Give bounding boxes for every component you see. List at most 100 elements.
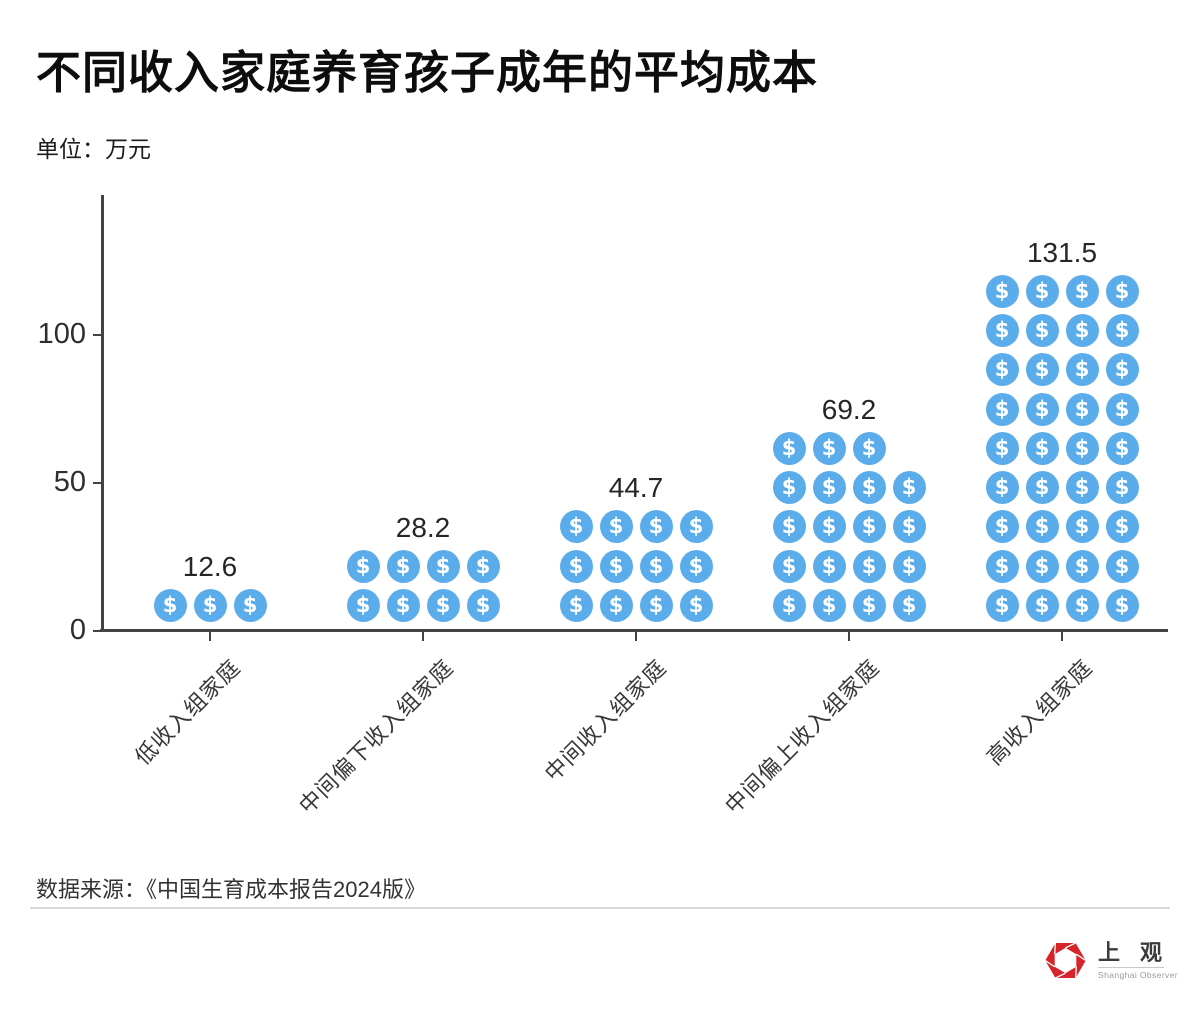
dollar-coin-icon: $ <box>1025 510 1059 544</box>
page-title: 不同收入家庭养育孩子成年的平均成本 <box>36 47 819 98</box>
dollar-coin-icon: $ <box>985 392 1019 426</box>
dollar-coin-icon: $ <box>1105 392 1139 426</box>
x-axis-line <box>100 629 1168 632</box>
brand-subtitle: Shanghai Observer <box>1098 970 1179 980</box>
dollar-coin-icon: $ <box>852 549 886 583</box>
bar-value-label: 28.2 <box>395 511 451 543</box>
dollar-coin-icon: $ <box>1065 392 1099 426</box>
dollar-coin-icon: $ <box>1105 431 1139 465</box>
dollar-coin-icon: $ <box>1025 392 1059 426</box>
dollar-coin-icon: $ <box>812 510 846 544</box>
dollar-coin-icon: $ <box>1105 589 1139 622</box>
dollar-coin-icon: $ <box>1105 471 1139 505</box>
y-axis-tick-mark <box>93 333 101 336</box>
dollar-coin-icon: $ <box>1025 353 1059 387</box>
dollar-coin-icon: $ <box>559 589 593 622</box>
aperture-icon <box>1044 942 1087 979</box>
source-label: 数据来源：《中国生育成本报告2024版》 <box>36 877 426 902</box>
dollar-coin-icon: $ <box>852 589 886 622</box>
dollar-coin-icon: $ <box>1025 431 1059 465</box>
dollar-coin-icon: $ <box>466 549 500 583</box>
dollar-coin-icon: $ <box>1065 313 1099 347</box>
x-axis-tick-mark <box>422 632 424 641</box>
dollar-coin-icon: $ <box>812 431 846 465</box>
dollar-coin-icon: $ <box>772 589 806 622</box>
dollar-coin-icon: $ <box>599 589 633 622</box>
dollar-coin-icon: $ <box>1065 549 1099 583</box>
dollar-coin-icon: $ <box>852 510 886 544</box>
dollar-coin-icon: $ <box>346 549 380 583</box>
dollar-coin-icon: $ <box>1065 431 1099 465</box>
y-axis-tick-mark <box>93 481 101 484</box>
dollar-coin-icon: $ <box>772 510 806 544</box>
brand-logo: 上观 Shanghai Observer <box>1043 938 1182 983</box>
dollar-coin-icon: $ <box>466 589 500 622</box>
dollar-coin-icon: $ <box>426 589 460 622</box>
dollar-coin-icon: $ <box>985 549 1019 583</box>
category-label: 低收入组家庭 <box>129 654 246 770</box>
dollar-coin-icon: $ <box>892 510 926 544</box>
dollar-coin-icon: $ <box>599 510 633 544</box>
dollar-coin-icon: $ <box>559 510 593 544</box>
brand-name: 上观 <box>1098 940 1183 965</box>
dollar-coin-icon: $ <box>772 471 806 505</box>
dollar-coin-icon: $ <box>639 510 673 544</box>
y-axis-tick-label: 100 <box>37 318 86 350</box>
bar-value-label: 131.5 <box>1026 236 1098 268</box>
dollar-coin-icon: $ <box>679 510 713 544</box>
dollar-coin-icon: $ <box>852 431 886 465</box>
category-label: 高收入组家庭 <box>981 654 1098 770</box>
dollar-coin-icon: $ <box>1025 471 1059 505</box>
dollar-coin-icon: $ <box>985 471 1019 505</box>
dollar-coin-icon: $ <box>985 431 1019 465</box>
dollar-coin-icon: $ <box>985 510 1019 544</box>
dollar-coin-icon: $ <box>985 353 1019 387</box>
dollar-coin-icon: $ <box>1065 353 1099 387</box>
brand-divider <box>1098 967 1164 968</box>
y-axis-tick-label: 0 <box>69 614 86 646</box>
dollar-coin-icon: $ <box>1025 549 1059 583</box>
dollar-coin-icon: $ <box>679 549 713 583</box>
dollar-coin-icon: $ <box>559 549 593 583</box>
dollar-coin-icon: $ <box>1105 274 1139 308</box>
dollar-coin-icon: $ <box>426 549 460 583</box>
dollar-coin-icon: $ <box>193 589 227 622</box>
y-axis-tick-mark <box>93 629 101 632</box>
bar-value-label: 44.7 <box>608 472 664 504</box>
dollar-coin-icon: $ <box>346 589 380 622</box>
dollar-coin-icon: $ <box>1025 313 1059 347</box>
x-axis-tick-mark <box>635 632 637 641</box>
category-label: 中间偏下收入组家庭 <box>294 654 459 819</box>
category-label: 中间偏上收入组家庭 <box>720 654 885 819</box>
x-axis-tick-mark <box>209 632 211 641</box>
brand-text-block: 上观 Shanghai Observer <box>1098 938 1182 980</box>
y-axis-line <box>101 195 104 632</box>
dollar-coin-icon: $ <box>892 549 926 583</box>
category-label: 中间收入组家庭 <box>539 654 672 787</box>
dollar-coin-icon: $ <box>985 589 1019 622</box>
dollar-coin-icon: $ <box>892 471 926 505</box>
dollar-coin-icon: $ <box>985 274 1019 308</box>
dollar-coin-icon: $ <box>1065 589 1099 622</box>
dollar-coin-icon: $ <box>892 589 926 622</box>
dollar-coin-icon: $ <box>1025 589 1059 622</box>
x-axis-tick-mark <box>848 632 850 641</box>
dollar-coin-icon: $ <box>1065 471 1099 505</box>
dollar-coin-icon: $ <box>772 549 806 583</box>
dollar-coin-icon: $ <box>386 589 420 622</box>
dollar-coin-icon: $ <box>1065 510 1099 544</box>
dollar-coin-icon: $ <box>153 589 187 622</box>
dollar-coin-icon: $ <box>772 431 806 465</box>
bar-value-label: 12.6 <box>182 551 238 582</box>
dollar-coin-icon: $ <box>812 589 846 622</box>
footer-divider <box>30 907 1170 909</box>
dollar-coin-icon: $ <box>1105 313 1139 347</box>
dollar-coin-icon: $ <box>1065 274 1099 308</box>
unit-label: 单位：万元 <box>36 136 151 162</box>
dollar-coin-icon: $ <box>599 549 633 583</box>
y-axis-tick-label: 50 <box>53 466 86 498</box>
dollar-coin-icon: $ <box>812 549 846 583</box>
dollar-coin-icon: $ <box>386 549 420 583</box>
